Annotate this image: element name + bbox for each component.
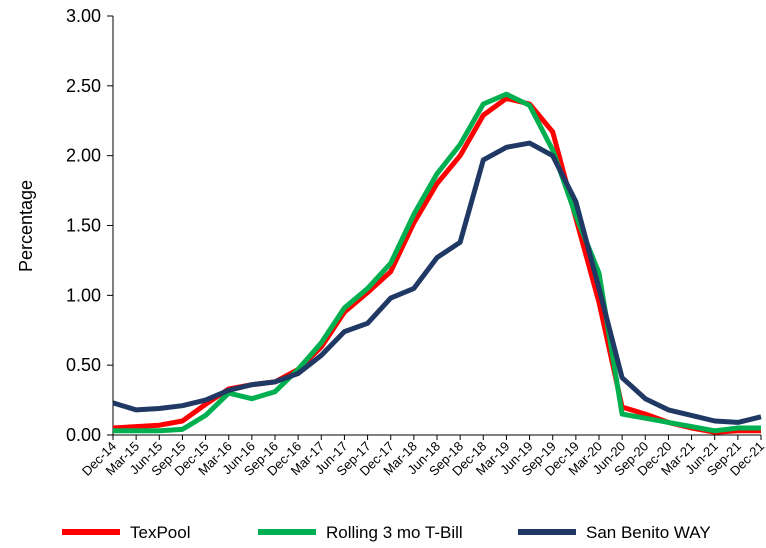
y-tick-label: 2.50 bbox=[66, 76, 101, 96]
y-axis-title: Percentage bbox=[16, 180, 36, 272]
x-axis-ticks: Dec-14Mar-15Jun-15Sep-15Dec-15Mar-16Jun-… bbox=[79, 435, 766, 479]
y-tick-label: 2.00 bbox=[66, 146, 101, 166]
y-tick-label: 0.00 bbox=[66, 425, 101, 445]
axes bbox=[112, 16, 761, 436]
series-line-rolling-3-mo-t-bill bbox=[113, 91, 761, 434]
y-tick-label: 1.50 bbox=[66, 216, 101, 236]
y-axis-ticks: 0.00 0.50 1.00 1.50 2.00 2.50 3.00 bbox=[66, 6, 113, 445]
series-line-san-benito-way bbox=[112, 140, 762, 425]
legend: TexPool Rolling 3 mo T-Bill San Benito WAY bbox=[62, 523, 711, 542]
legend-label-san-benito-way: San Benito WAY bbox=[586, 523, 711, 542]
y-tick-label: 3.00 bbox=[66, 6, 101, 26]
y-tick-label: 1.00 bbox=[66, 285, 101, 305]
series-line-texpool bbox=[112, 95, 761, 435]
legend-label-texpool: TexPool bbox=[130, 523, 190, 542]
legend-label-rolling-3-mo-t-bill: Rolling 3 mo T-Bill bbox=[326, 523, 463, 542]
series-lines bbox=[112, 91, 762, 435]
y-tick-label: 0.50 bbox=[66, 355, 101, 375]
